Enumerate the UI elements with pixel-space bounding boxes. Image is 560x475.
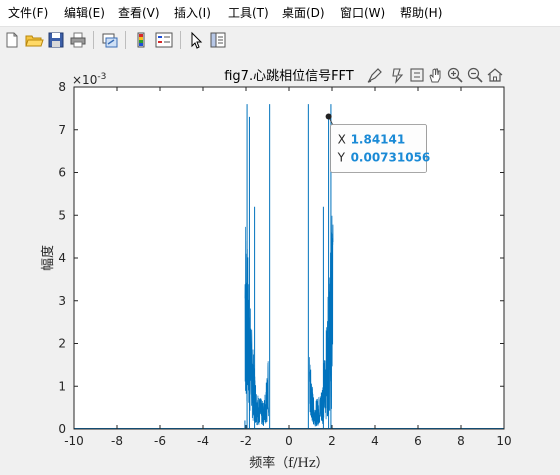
data-tip-x-value: 1.84141: [351, 132, 406, 146]
link-figure-icon[interactable]: [100, 30, 120, 50]
menu-file[interactable]: 文件(F): [8, 6, 49, 20]
menu-view[interactable]: 查看(V): [118, 6, 160, 20]
zoom-in-icon[interactable]: [446, 66, 464, 84]
menu-edit[interactable]: 编辑(E): [64, 6, 105, 20]
x-tick-label: 0: [285, 434, 293, 448]
y-axis-ticks: 0 1 2 3 4 5 6 7 8: [58, 80, 504, 436]
x-tick-label: 2: [328, 434, 336, 448]
pointer-icon[interactable]: [186, 30, 206, 50]
figure-toolbar: [0, 27, 560, 53]
y-tick-label: 3: [58, 294, 66, 308]
y-tick-label: 2: [58, 337, 66, 351]
save-icon[interactable]: [46, 30, 66, 50]
x-tick-label: 10: [496, 434, 511, 448]
y-exponent-label: ×10-3: [72, 72, 106, 87]
restore-view-icon[interactable]: [408, 66, 426, 84]
x-tick-label: -8: [111, 434, 123, 448]
y-tick-label: 8: [58, 80, 66, 94]
y-tick-label: 4: [58, 251, 66, 265]
x-tick-label: -6: [154, 434, 166, 448]
x-axis-ticks: -10 -8 -6 -4 -2 0 2 4 6 8 10: [64, 87, 512, 448]
data-tips-icon[interactable]: [388, 66, 406, 84]
pan-icon[interactable]: [426, 66, 444, 84]
y-tick-label: 1: [58, 379, 66, 393]
menu-desktop[interactable]: 桌面(D): [282, 6, 325, 20]
toolbar-separator: [180, 31, 181, 49]
print-icon[interactable]: [68, 30, 88, 50]
y-tick-label: 7: [58, 123, 66, 137]
y-tick-label: 6: [58, 166, 66, 180]
chart-title: fig7.心跳相位信号FFT: [224, 69, 354, 84]
figure-area: -10 -8 -6 -4 -2 0 2 4 6 8 10 0 1 2 3 4 5 6 7 8 ×10-3 fig7.…: [0, 54, 560, 475]
data-tip-y-value: 0.00731056: [351, 150, 431, 164]
property-inspector-icon[interactable]: [208, 30, 228, 50]
menu-window[interactable]: 窗口(W): [340, 6, 386, 20]
x-tick-label: 6: [414, 434, 422, 448]
home-icon[interactable]: [486, 66, 504, 84]
y-tick-label: 5: [58, 208, 66, 222]
zoom-out-icon[interactable]: [466, 66, 484, 84]
x-tick-label: -4: [197, 434, 209, 448]
data-tip-x-label: X: [338, 132, 346, 146]
x-tick-label: -2: [240, 434, 252, 448]
data-tip[interactable]: X 1.84141 Y 0.00731056: [325, 113, 431, 173]
menu-bar: 文件(F) 编辑(E) 查看(V) 插入(I) 工具(T) 桌面(D) 窗口(W…: [0, 0, 560, 27]
menu-insert[interactable]: 插入(I): [174, 6, 211, 20]
data-tip-y-label: Y: [337, 150, 346, 164]
brush-icon[interactable]: [366, 66, 384, 84]
fft-band: [244, 226, 269, 426]
data-tip-marker[interactable]: [325, 113, 332, 120]
y-tick-label: 0: [58, 422, 66, 436]
x-axis-label: 频率（f/Hz）: [249, 455, 328, 471]
x-tick-label: -10: [64, 434, 84, 448]
new-file-icon[interactable]: [2, 30, 22, 50]
data-tip-box: [330, 124, 427, 173]
fft-band: [309, 215, 334, 427]
toolbar-separator: [93, 31, 94, 49]
open-folder-icon[interactable]: [24, 30, 44, 50]
menu-help[interactable]: 帮助(H): [400, 6, 443, 20]
plot-canvas[interactable]: -10 -8 -6 -4 -2 0 2 4 6 8 10 0 1 2 3 4 5 6 7 8 ×10-3 fig7.…: [0, 54, 560, 475]
axes-background: [74, 87, 504, 429]
legend-icon[interactable]: [154, 30, 174, 50]
toolbar-separator: [125, 31, 126, 49]
menu-tools[interactable]: 工具(T): [228, 6, 269, 20]
x-tick-label: 8: [457, 434, 465, 448]
y-axis-label: 幅度: [40, 245, 56, 271]
colorbar-icon[interactable]: [132, 30, 152, 50]
x-tick-label: 4: [371, 434, 379, 448]
